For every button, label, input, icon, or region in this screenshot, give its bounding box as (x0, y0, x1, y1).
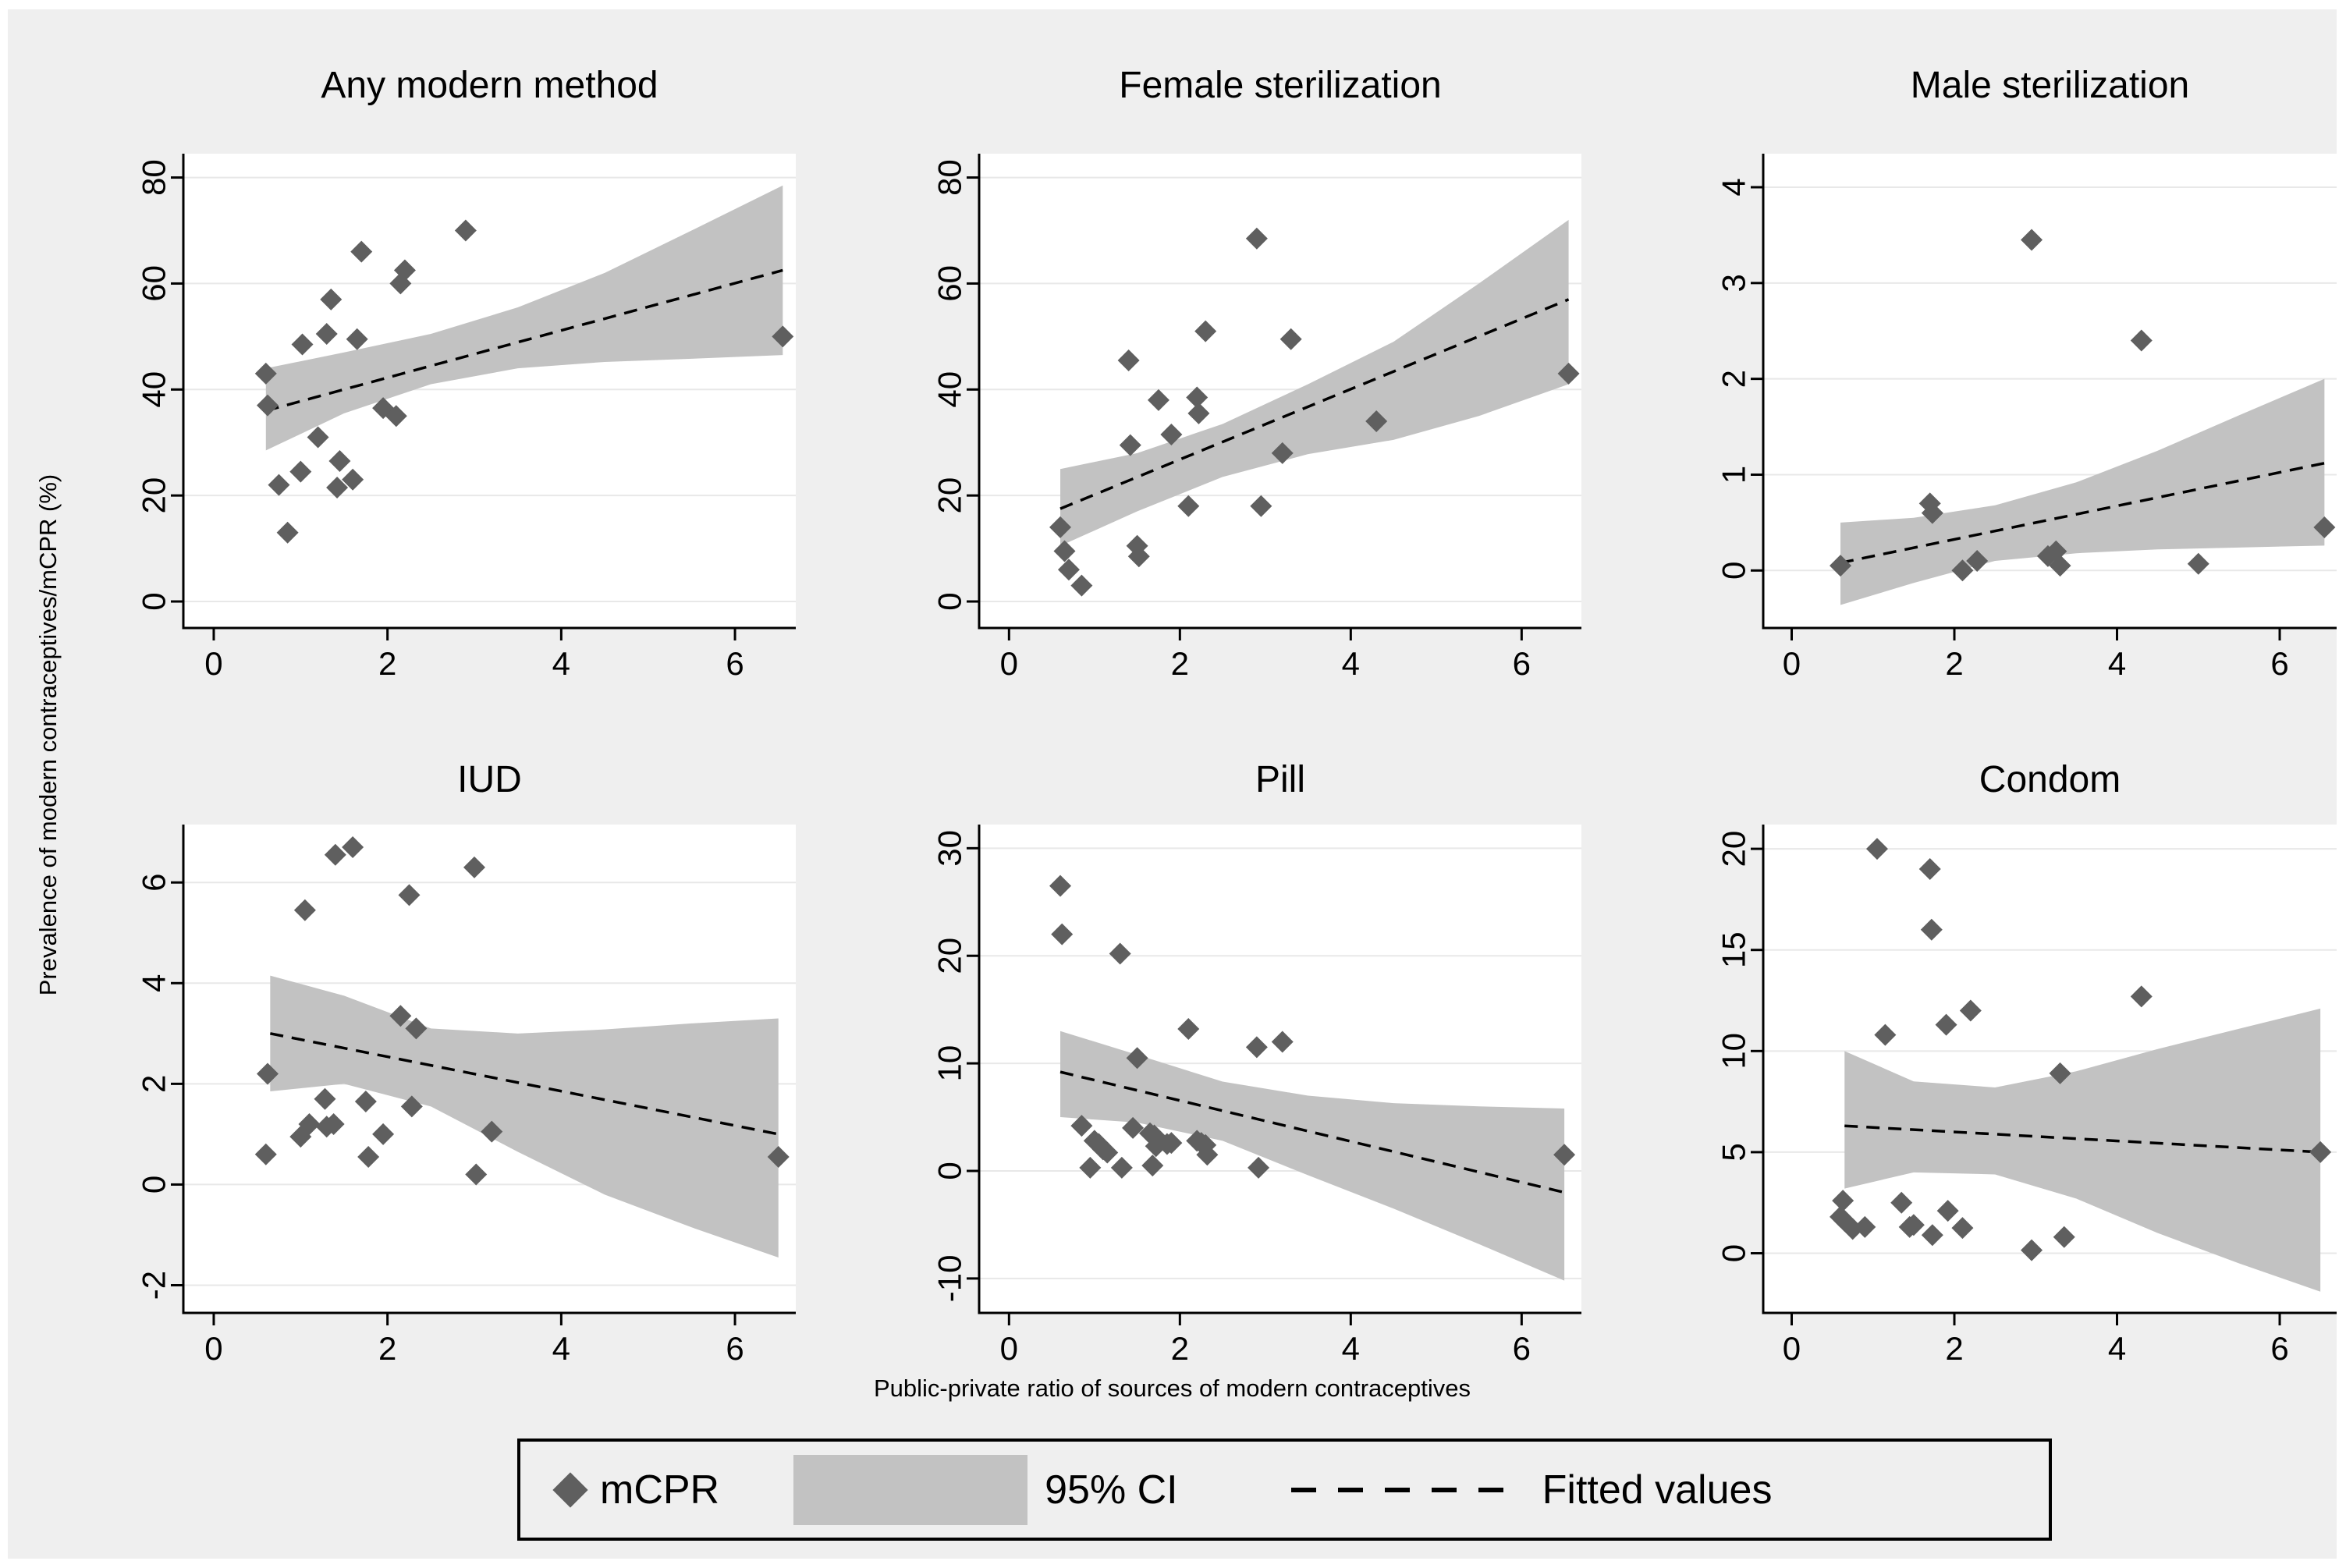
svg-text:6: 6 (1513, 1330, 1531, 1367)
svg-text:40: 40 (136, 371, 172, 408)
svg-text:6: 6 (2270, 645, 2288, 682)
svg-text:1: 1 (1716, 466, 1752, 484)
svg-text:20: 20 (932, 938, 968, 974)
svg-text:0: 0 (1716, 562, 1752, 580)
svg-text:0: 0 (136, 592, 172, 610)
svg-text:20: 20 (1716, 831, 1752, 867)
y-axis-label: Prevalence of modern contraceptives/mCPR… (34, 474, 62, 996)
plot-pill: -10 0 10 20 30 0 2 4 6 (932, 825, 1581, 1367)
svg-text:0: 0 (932, 592, 968, 610)
svg-text:-10: -10 (932, 1255, 968, 1303)
svg-text:3: 3 (1716, 274, 1752, 292)
svg-text:30: 30 (932, 830, 968, 867)
legend-label-mcpr: mCPR (600, 1467, 720, 1513)
panel-title-iud: IUD (457, 759, 522, 800)
svg-text:4: 4 (1342, 645, 1360, 682)
svg-text:4: 4 (2108, 645, 2126, 682)
svg-text:4: 4 (136, 974, 172, 992)
svg-text:10: 10 (932, 1045, 968, 1082)
svg-text:4: 4 (1716, 178, 1752, 196)
ci-band-swatch-icon (793, 1454, 1028, 1525)
plot-female-sterilization: 0 20 40 60 80 0 2 4 6 (932, 154, 1581, 682)
plot-condom: 0 5 10 15 20 0 2 4 6 (1716, 825, 2337, 1367)
svg-text:80: 80 (136, 159, 172, 196)
mcpr-marker-icon (552, 1471, 588, 1508)
svg-text:4: 4 (1342, 1330, 1360, 1367)
plot-iud: -2 0 2 4 6 0 2 4 6 (136, 825, 796, 1367)
svg-text:40: 40 (932, 371, 968, 408)
panel-title-female-sterilization: Female sterilization (1119, 65, 1442, 106)
svg-text:6: 6 (726, 645, 744, 682)
svg-text:2: 2 (378, 1330, 396, 1367)
svg-text:0: 0 (136, 1176, 172, 1194)
legend-label-fitted: Fitted values (1542, 1467, 1773, 1513)
plot-male-sterilization: 0 1 2 3 4 0 2 4 6 (1716, 154, 2337, 682)
svg-text:0: 0 (1783, 1330, 1801, 1367)
svg-text:4: 4 (2108, 1330, 2126, 1367)
svg-text:15: 15 (1716, 931, 1752, 968)
svg-text:-2: -2 (136, 1271, 172, 1300)
svg-text:0: 0 (1000, 1330, 1018, 1367)
panel-title-any-modern-method: Any modern method (321, 65, 658, 106)
svg-text:2: 2 (1171, 645, 1189, 682)
svg-text:6: 6 (136, 874, 172, 892)
svg-text:2: 2 (136, 1075, 172, 1093)
svg-text:2: 2 (1171, 1330, 1189, 1367)
svg-text:2: 2 (1716, 370, 1752, 388)
svg-text:6: 6 (726, 1330, 744, 1367)
figure-canvas: Prevalence of modern contraceptives/mCPR… (8, 9, 2337, 1559)
fitted-line-icon (1290, 1487, 1525, 1492)
svg-text:0: 0 (204, 645, 222, 682)
legend: mCPR 95% CI Fitted values (517, 1439, 2052, 1541)
panel-title-pill: Pill (1255, 759, 1305, 800)
svg-text:10: 10 (1716, 1033, 1752, 1070)
svg-text:2: 2 (1945, 645, 1963, 682)
svg-text:0: 0 (1783, 645, 1801, 682)
svg-text:0: 0 (1716, 1244, 1752, 1262)
svg-text:2: 2 (378, 645, 396, 682)
svg-text:4: 4 (552, 645, 570, 682)
svg-text:60: 60 (136, 265, 172, 302)
svg-text:0: 0 (1000, 645, 1018, 682)
svg-text:2: 2 (1945, 1330, 1963, 1367)
svg-text:60: 60 (932, 265, 968, 302)
svg-text:4: 4 (552, 1330, 570, 1367)
panel-title-male-sterilization: Male sterilization (1910, 65, 2190, 106)
plot-any-modern-method: 0 20 40 60 80 0 2 4 6 (136, 154, 796, 682)
svg-text:0: 0 (204, 1330, 222, 1367)
svg-text:20: 20 (932, 477, 968, 514)
svg-text:6: 6 (1513, 645, 1531, 682)
svg-text:5: 5 (1716, 1143, 1752, 1161)
svg-text:0: 0 (932, 1162, 968, 1180)
svg-text:6: 6 (2270, 1330, 2288, 1367)
legend-label-ci: 95% CI (1045, 1467, 1178, 1513)
x-axis-label: Public-private ratio of sources of moder… (873, 1375, 1471, 1402)
svg-text:20: 20 (136, 477, 172, 514)
panel-title-condom: Condom (1979, 759, 2121, 800)
svg-text:80: 80 (932, 159, 968, 196)
